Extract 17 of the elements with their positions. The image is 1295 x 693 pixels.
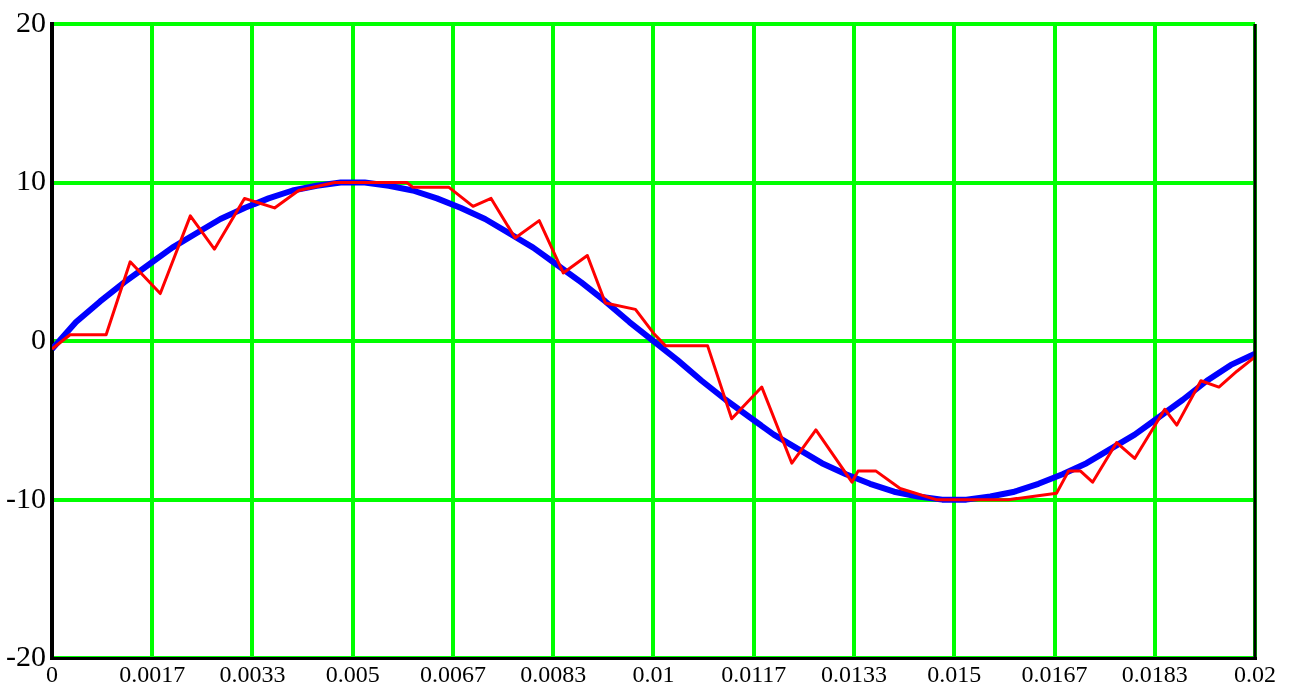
x-tick-label: 0.0183 — [1121, 660, 1188, 687]
x-tick-label: 0.0167 — [1021, 660, 1088, 687]
x-tick-label: 0.005 — [325, 660, 380, 687]
x-tick-label: 0.0133 — [820, 660, 887, 687]
x-tick-label: 0.015 — [927, 660, 982, 687]
y-tick-label: -10 — [5, 480, 46, 514]
y-tick-label: 0 — [30, 321, 46, 355]
x-tick-label: 0.02 — [1234, 660, 1276, 687]
x-tick-label: 0.0017 — [119, 660, 186, 687]
x-tick-label: 0.0033 — [219, 660, 286, 687]
x-tick-label: 0.0083 — [520, 660, 587, 687]
x-tick-label: 0.01 — [632, 660, 675, 687]
y-tick-label: 20 — [15, 4, 46, 38]
x-tick-label: 0.0067 — [420, 660, 486, 687]
y-tick-label: 10 — [15, 163, 46, 197]
x-tick-label: 0.0117 — [721, 660, 787, 687]
y-tick-label: -20 — [5, 639, 46, 673]
